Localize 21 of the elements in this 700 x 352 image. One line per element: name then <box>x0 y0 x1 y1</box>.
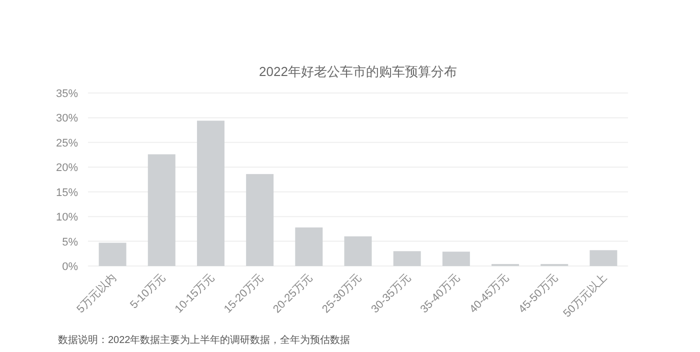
bar <box>590 250 618 266</box>
chart-title: 2022年好老公车市的购车预算分布 <box>259 64 457 79</box>
bar <box>442 252 470 266</box>
bar <box>148 154 176 266</box>
bar <box>98 242 126 266</box>
y-tick-label: 15% <box>56 186 78 199</box>
x-tick-label: 5万元以内 <box>74 270 119 316</box>
y-tick-label: 20% <box>56 162 78 174</box>
bar <box>295 227 323 266</box>
bar <box>393 251 421 266</box>
y-tick-label: 25% <box>56 137 78 150</box>
y-tick-label: 35% <box>56 88 78 100</box>
y-tick-label: 30% <box>56 112 78 125</box>
bar <box>246 174 274 266</box>
bar <box>196 120 224 266</box>
y-tick-label: 0% <box>62 261 78 273</box>
bar <box>344 236 372 266</box>
text: 数据说明：2022年数据主要为上半年的调研数据，全年为预估数据 <box>58 334 350 346</box>
y-tick-label: 5% <box>62 236 78 248</box>
y-tick-label: 10% <box>56 212 78 224</box>
x-tick-label: 50万元以上 <box>560 270 610 320</box>
